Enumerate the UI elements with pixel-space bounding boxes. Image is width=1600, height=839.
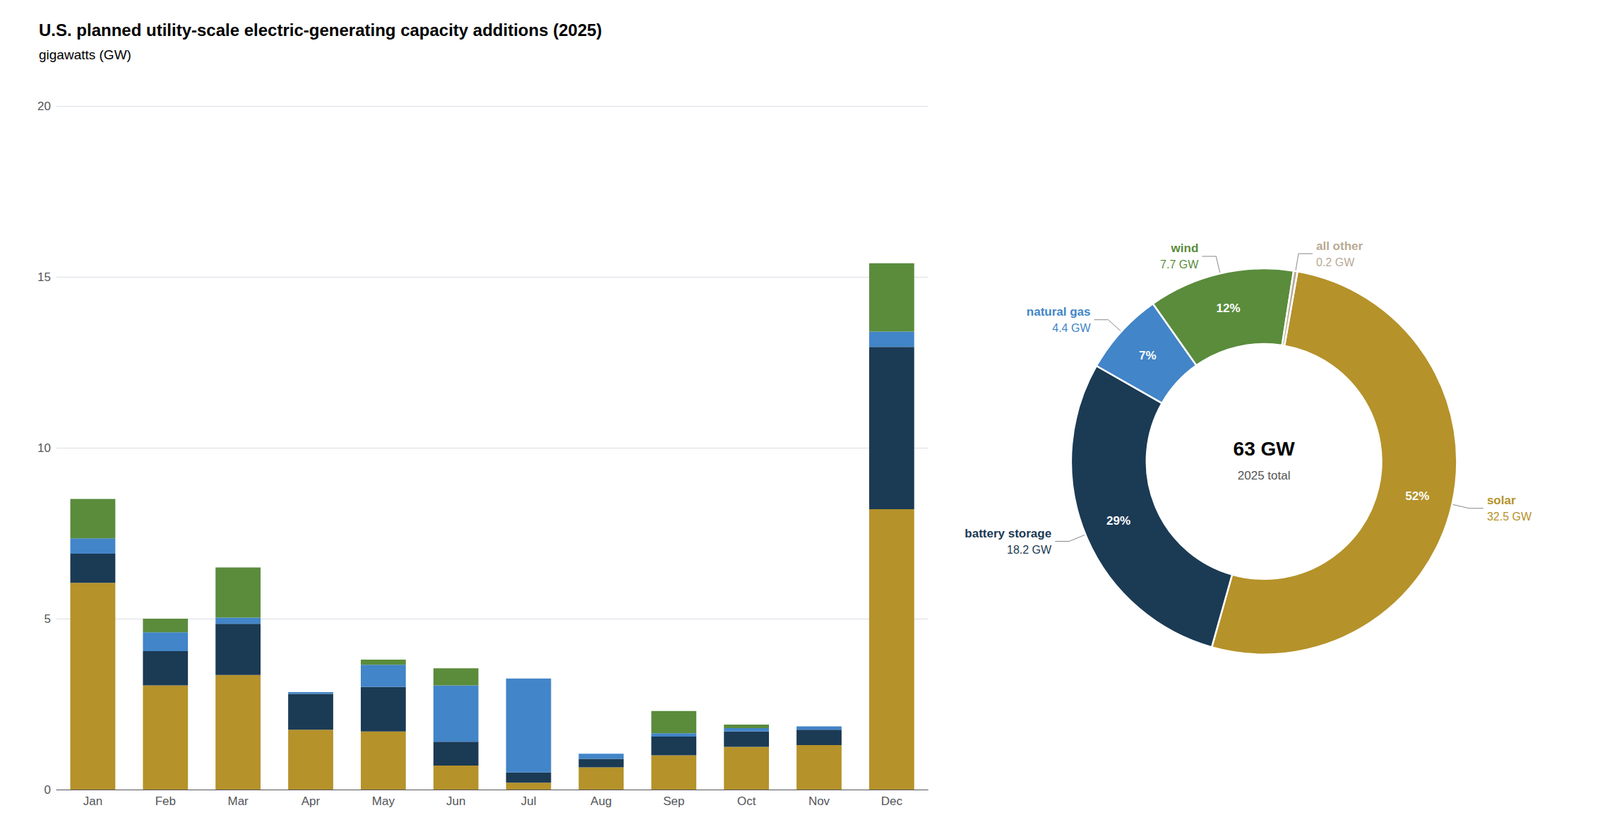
svg-text:15: 15	[37, 270, 51, 284]
svg-text:7.7 GW: 7.7 GW	[1160, 258, 1199, 271]
svg-text:Jun: Jun	[446, 794, 466, 808]
svg-text:Feb: Feb	[155, 794, 176, 808]
svg-text:Mar: Mar	[228, 794, 250, 808]
svg-text:all other: all other	[1316, 239, 1364, 253]
svg-text:natural gas: natural gas	[1026, 305, 1091, 319]
svg-text:Sep: Sep	[663, 794, 685, 808]
svg-text:5: 5	[44, 612, 51, 626]
svg-text:Dec: Dec	[881, 794, 904, 808]
svg-text:10: 10	[37, 441, 51, 455]
svg-text:4.4 GW: 4.4 GW	[1052, 321, 1091, 334]
svg-text:solar: solar	[1487, 493, 1516, 507]
svg-text:U.S. planned utility-scale ele: U.S. planned utility-scale electric-gene…	[38, 20, 603, 40]
svg-text:gigawatts (GW): gigawatts (GW)	[38, 47, 132, 63]
svg-text:0.2 GW: 0.2 GW	[1316, 256, 1355, 269]
svg-text:Aug: Aug	[590, 794, 612, 808]
svg-text:12%: 12%	[1215, 301, 1240, 315]
svg-text:32.5 GW: 32.5 GW	[1487, 510, 1533, 523]
svg-text:Oct: Oct	[737, 794, 757, 808]
svg-text:wind: wind	[1170, 241, 1199, 255]
svg-text:Nov: Nov	[808, 794, 831, 808]
svg-text:18.2 GW: 18.2 GW	[1006, 543, 1053, 556]
svg-text:battery storage: battery storage	[964, 526, 1052, 541]
svg-text:29%: 29%	[1106, 514, 1131, 528]
svg-text:Jan: Jan	[83, 794, 103, 808]
svg-text:52%: 52%	[1405, 489, 1430, 503]
svg-text:May: May	[372, 794, 396, 808]
svg-text:0: 0	[44, 783, 51, 797]
svg-text:Jul: Jul	[521, 794, 537, 808]
svg-text:2025 total: 2025 total	[1237, 468, 1291, 483]
svg-text:Apr: Apr	[301, 794, 321, 808]
svg-text:7%: 7%	[1138, 348, 1157, 363]
svg-text:20: 20	[37, 99, 51, 113]
svg-text:63 GW: 63 GW	[1233, 437, 1296, 460]
